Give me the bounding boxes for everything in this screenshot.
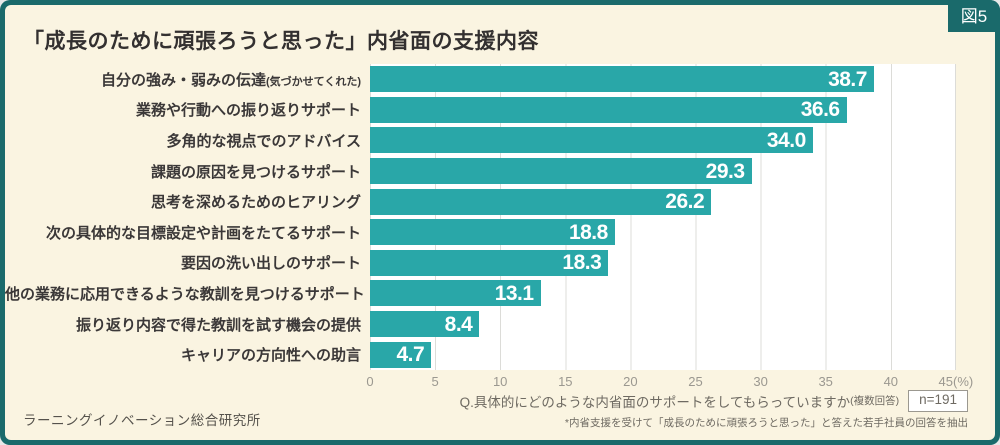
bar-value-label: 26.2 [665,190,705,214]
sample-size-box: n=191 [908,390,968,412]
bar: 36.6 [370,96,847,123]
chart-row: キャリアの方向性への助言 4.7 [5,339,956,370]
bar: 34.0 [370,127,813,154]
bar-value-label: 8.4 [444,312,473,336]
category-label-note: (気づかせてくれた) [266,75,361,88]
category-label: キャリアの方向性への助言 [180,347,361,365]
chart-row: 自分の強み・弱みの伝達(気づかせてくれた) 38.7 [5,64,956,95]
category-label: 業務や行動への振り返りサポート [135,102,361,120]
bar-track: 4.7 [370,341,956,368]
chart-row: 次の具体的な目標設定や計画をたてるサポート 18.8 [5,217,956,248]
bar-track: 26.2 [370,188,956,215]
question-text: Q.具体的にどのような内省面のサポートをしてもらっていますか [459,394,851,410]
category-label: 次の具体的な目標設定や計画をたてるサポート [45,224,361,242]
bar-track: 29.3 [370,158,956,185]
chart-row: 振り返り内容で得た教訓を試す機会の提供 8.4 [5,309,956,340]
x-axis-tick-label: 25 [688,374,703,389]
category-label: 振り返り内容で得た教訓を試す機会の提供 [75,316,361,334]
x-axis-tick-label: 20 [623,374,638,389]
bar: 18.8 [370,219,615,246]
category-label: 要因の洗い出しのサポート [180,255,361,273]
bar-value-label: 38.7 [828,67,867,91]
bar-value-label: 29.3 [705,159,745,183]
bar: 29.3 [370,158,752,185]
bar: 4.7 [370,341,432,368]
bar-track: 34.0 [370,127,956,154]
x-axis-tick-label: 35 [818,374,833,389]
bar-rows: 自分の強み・弱みの伝達(気づかせてくれた) 38.7 業務や行動への振り返りサポート… [5,64,956,370]
category-label: 思考を深めるためのヒアリング [150,194,361,212]
bar-track: 38.7 [370,66,956,93]
chart-row: 思考を深めるためのヒアリング 26.2 [5,186,956,217]
chart-row: 要因の洗い出しのサポート 18.3 [5,248,956,279]
bar-track: 8.4 [370,311,956,338]
x-axis-tick-label: 10 [492,374,508,389]
x-axis-tick-label: 40 [883,374,899,389]
category-label: 自分の強み・弱みの伝達(気づかせてくれた) [100,71,361,89]
bar-track: 13.1 [370,280,956,307]
x-axis-tick-label: 15 [558,374,573,389]
question-line: Q.具体的にどのような内省面のサポートをしてもらっていますか (複数回答) n=… [460,390,968,412]
category-label: 他の業務に応用できるような教訓を見つけるサポート [5,285,365,303]
bar: 38.7 [370,66,874,93]
bar-track: 18.3 [370,249,956,276]
x-axis-tick-label: 5 [431,374,439,389]
x-axis-tick-label: 30 [753,374,768,389]
chart-row: 他の業務に応用できるような教訓を見つけるサポート 13.1 [5,278,956,309]
bar: 18.3 [370,249,609,276]
chart-row: 課題の原因を見つけるサポート 29.3 [5,156,956,187]
bar-value-label: 34.0 [766,128,806,152]
question-note: (複数回答) [850,395,900,408]
chart-row: 業務や行動への振り返りサポート 36.6 [5,95,956,126]
bar-track: 18.8 [370,219,956,246]
chart-row: 多角的な視点でのアドバイス 34.0 [5,125,956,156]
chart-title: 「成長のために頑張ろうと思った」内省面の支援内容 [23,30,539,53]
footnote: *内省支援を受けて「成長のために頑張ろうと思った」と答えた若手社員の回答を抽出 [564,417,968,429]
bar: 13.1 [370,280,541,307]
category-label: 課題の原因を見つけるサポート [150,163,361,181]
x-axis-tick-label: 45(%) [938,374,974,389]
category-label: 多角的な視点でのアドバイス [166,132,361,150]
figure-number-badge: 図5 [948,0,1000,32]
chart-canvas: 「成長のために頑張ろうと思った」内省面の支援内容 自分の強み・弱みの伝達(気づか… [5,5,995,440]
bar-value-label: 36.6 [800,98,840,122]
bar-value-label: 4.7 [396,343,425,367]
bar-track: 36.6 [370,96,956,123]
bar-value-label: 18.3 [562,251,602,275]
bar: 26.2 [370,188,712,215]
x-axis-tick-label: 0 [366,374,374,389]
bar-value-label: 13.1 [494,281,534,305]
bar: 8.4 [370,311,480,338]
bar-value-label: 18.8 [568,220,608,244]
source-organization: ラーニングイノベーション総合研究所 [23,413,261,428]
x-axis-ticks: 0 5 10 15 20 25 30 35 40 45(%) [5,374,995,390]
